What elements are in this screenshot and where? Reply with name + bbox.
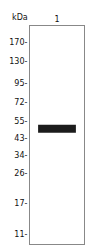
svg-text:17-: 17-: [14, 199, 27, 208]
svg-text:34-: 34-: [14, 151, 27, 160]
svg-text:kDa: kDa: [12, 13, 28, 22]
svg-text:130-: 130-: [9, 57, 27, 66]
svg-text:72-: 72-: [14, 98, 27, 107]
svg-text:95-: 95-: [14, 79, 27, 88]
svg-text:170-: 170-: [9, 38, 27, 47]
svg-text:55-: 55-: [14, 117, 27, 126]
svg-text:11-: 11-: [14, 230, 27, 239]
svg-text:43-: 43-: [14, 134, 27, 143]
svg-text:1: 1: [54, 15, 59, 24]
svg-text:26-: 26-: [14, 169, 27, 178]
